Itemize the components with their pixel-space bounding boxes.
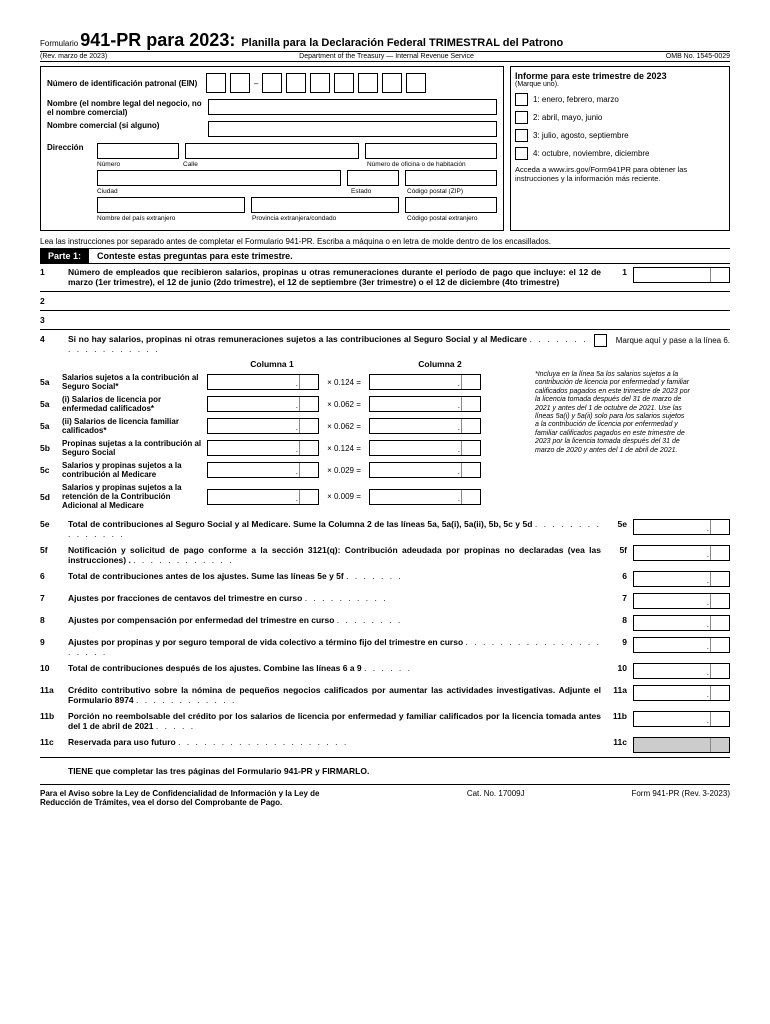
9-input[interactable]: . <box>633 637 730 653</box>
tiene-note: TIENE que completar las tres páginas del… <box>68 766 730 776</box>
street-input[interactable] <box>185 143 359 159</box>
zip-input[interactable] <box>405 170 497 186</box>
footer: Para el Aviso sobre la Ley de Confidenci… <box>40 784 730 807</box>
quarter-head: Informe para este trimestre de 2023 <box>515 71 725 81</box>
q3-checkbox[interactable] <box>515 129 528 142</box>
11b-input[interactable]: . <box>633 711 730 727</box>
revision: (Rev. marzo de 2023) <box>40 53 107 60</box>
6-input[interactable]: . <box>633 571 730 587</box>
ein-box[interactable] <box>310 73 330 93</box>
5b-col1[interactable]: . <box>207 440 319 456</box>
form-header: Formulario 941-PR para 2023: Planilla pa… <box>40 30 730 52</box>
ein-box[interactable] <box>262 73 282 93</box>
line1-text: Número de empleados que recibieron salar… <box>68 267 601 287</box>
ein-box[interactable] <box>382 73 402 93</box>
line1-input[interactable] <box>633 267 730 283</box>
form-label: Formulario <box>40 39 78 48</box>
name-label: Nombre (el nombre legal del negocio, no … <box>47 99 202 117</box>
8-input[interactable]: . <box>633 615 730 631</box>
number-input[interactable] <box>97 143 179 159</box>
11c-input <box>633 737 730 753</box>
5ai-col2[interactable]: . <box>369 396 481 412</box>
5f-input[interactable]: . <box>633 545 730 561</box>
department: Department of the Treasury — Internal Re… <box>299 53 474 60</box>
tradename-input[interactable] <box>208 121 497 137</box>
ein-box[interactable] <box>206 73 226 93</box>
line4-checkbox[interactable] <box>594 334 607 347</box>
quarter-box: Informe para este trimestre de 2023 (Mar… <box>510 66 730 231</box>
form-number: 941-PR para 2023: <box>80 30 235 51</box>
ein-box[interactable] <box>358 73 378 93</box>
tradename-label: Nombre comercial (si alguno) <box>47 121 202 130</box>
ein-label: Número de identificación patronal (EIN) <box>47 79 202 88</box>
ein-box[interactable] <box>334 73 354 93</box>
ein-box[interactable] <box>406 73 426 93</box>
q4-checkbox[interactable] <box>515 147 528 160</box>
form-title: Planilla para la Declaración Federal TRI… <box>241 37 563 49</box>
ein-box[interactable] <box>286 73 306 93</box>
5ai-col1[interactable]: . <box>207 396 319 412</box>
5a-col1[interactable]: . <box>207 374 319 390</box>
access-note: Acceda a www.irs.gov/Form941PR para obte… <box>515 165 725 183</box>
11a-input[interactable]: . <box>633 685 730 701</box>
5d-col1[interactable]: . <box>207 489 319 505</box>
7-input[interactable]: . <box>633 593 730 609</box>
5aii-col2[interactable]: . <box>369 418 481 434</box>
5e-input[interactable]: . <box>633 519 730 535</box>
5b-col2[interactable]: . <box>369 440 481 456</box>
state-input[interactable] <box>347 170 399 186</box>
part1-title: Conteste estas preguntas para este trime… <box>97 251 293 261</box>
note-5a: *Incluya en la línea 5a los salarios suj… <box>535 371 690 455</box>
5a-col2[interactable]: . <box>369 374 481 390</box>
q1-checkbox[interactable] <box>515 93 528 106</box>
country-input[interactable] <box>97 197 245 213</box>
subheader: (Rev. marzo de 2023) Department of the T… <box>40 52 730 62</box>
instructions: Lea las instrucciones por separado antes… <box>40 237 730 246</box>
part1-header: Parte 1: Conteste estas preguntas para e… <box>40 248 730 264</box>
5c-col2[interactable]: . <box>369 462 481 478</box>
identification-box: Número de identificación patronal (EIN) … <box>40 66 504 231</box>
omb: OMB No. 1545-0029 <box>666 53 730 60</box>
5aii-col1[interactable]: . <box>207 418 319 434</box>
address-label: Dirección <box>47 143 97 224</box>
suite-input[interactable] <box>365 143 497 159</box>
name-input[interactable] <box>208 99 497 115</box>
fzip-input[interactable] <box>405 197 497 213</box>
10-input[interactable]: . <box>633 663 730 679</box>
5c-col1[interactable]: . <box>207 462 319 478</box>
ein-box[interactable] <box>230 73 250 93</box>
q2-checkbox[interactable] <box>515 111 528 124</box>
city-input[interactable] <box>97 170 341 186</box>
province-input[interactable] <box>251 197 399 213</box>
5d-col2[interactable]: . <box>369 489 481 505</box>
part1-tag: Parte 1: <box>40 249 89 263</box>
